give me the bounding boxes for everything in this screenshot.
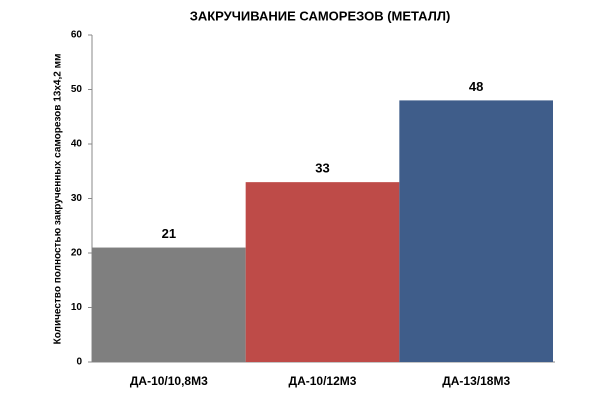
x-tick-label: ДА-10/12М3 xyxy=(289,374,357,388)
data-label: 48 xyxy=(469,79,483,94)
y-tick-label: 20 xyxy=(71,248,83,259)
chart-title: ЗАКРУЧИВАНИЕ САМОРЕЗОВ (МЕТАЛЛ) xyxy=(190,8,451,23)
y-tick-label: 50 xyxy=(71,84,83,95)
data-label: 33 xyxy=(315,161,329,176)
bar xyxy=(92,247,246,362)
y-tick-label: 10 xyxy=(71,302,83,313)
y-axis-label: Количество полностью закрученных саморез… xyxy=(53,54,64,345)
x-tick-label: ДА-13/18М3 xyxy=(442,374,510,388)
bar xyxy=(245,182,400,362)
y-tick-label: 30 xyxy=(71,193,83,204)
y-tick-label: 60 xyxy=(71,30,83,41)
y-tick-label: 40 xyxy=(71,139,83,150)
y-tick-label: 0 xyxy=(76,357,82,368)
x-tick-label: ДА-10/10,8М3 xyxy=(130,374,208,388)
data-label: 21 xyxy=(162,226,176,241)
bar xyxy=(399,100,553,363)
